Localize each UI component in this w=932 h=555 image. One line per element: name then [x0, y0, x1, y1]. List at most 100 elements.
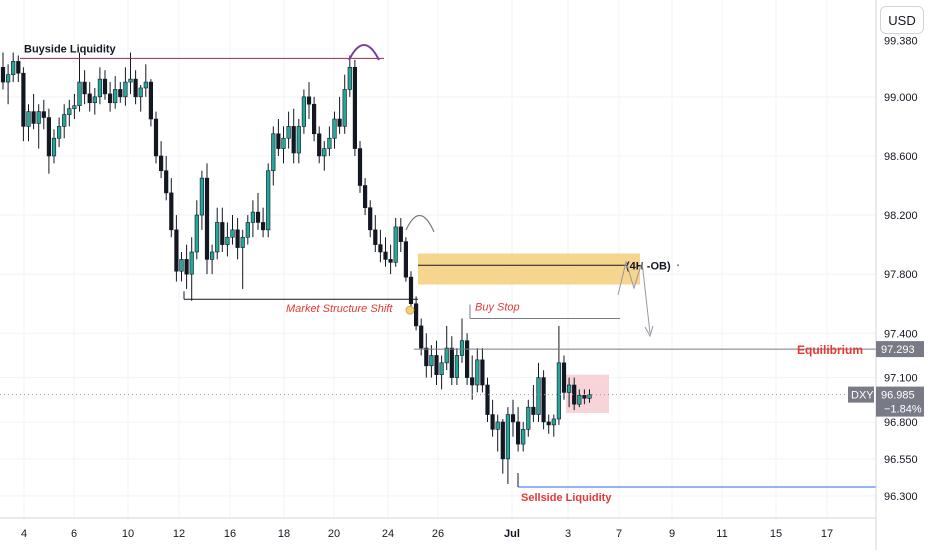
- candle-body[interactable]: [46, 117, 51, 157]
- candle-body[interactable]: [159, 155, 164, 172]
- candle-body[interactable]: [235, 229, 240, 248]
- candle-body[interactable]: [194, 214, 199, 253]
- candle-body[interactable]: [342, 89, 347, 127]
- candle-body[interactable]: [327, 137, 332, 149]
- candle-body[interactable]: [31, 111, 36, 124]
- candle-body[interactable]: [515, 421, 521, 445]
- candle-body[interactable]: [113, 89, 118, 104]
- candle-body[interactable]: [225, 236, 230, 245]
- candle-body[interactable]: [271, 133, 276, 172]
- candle-body[interactable]: [255, 211, 261, 223]
- candle-body[interactable]: [582, 395, 587, 399]
- candle-body[interactable]: [449, 347, 454, 378]
- candle-body[interactable]: [220, 222, 225, 245]
- candle-body[interactable]: [128, 78, 133, 83]
- candle-body[interactable]: [561, 362, 567, 393]
- candle-body[interactable]: [551, 418, 556, 426]
- candle-body[interactable]: [546, 421, 551, 426]
- candle-body[interactable]: [240, 236, 245, 248]
- candle-body[interactable]: [143, 81, 148, 89]
- candle-body[interactable]: [16, 61, 21, 74]
- candle-body[interactable]: [373, 229, 378, 245]
- candle-body[interactable]: [419, 325, 424, 349]
- candle-body[interactable]: [490, 414, 495, 430]
- candle-body[interactable]: [72, 105, 77, 109]
- candle-body[interactable]: [393, 226, 398, 263]
- candle-body[interactable]: [67, 108, 72, 115]
- candle-body[interactable]: [179, 259, 184, 272]
- candle-body[interactable]: [500, 421, 505, 460]
- candle-body[interactable]: [587, 394, 592, 399]
- candle-body[interactable]: [21, 72, 26, 127]
- candle-body[interactable]: [347, 66, 352, 90]
- candle-body[interactable]: [123, 81, 128, 98]
- candle-body[interactable]: [51, 137, 57, 157]
- candle-body[interactable]: [133, 78, 138, 98]
- candle-body[interactable]: [210, 251, 215, 260]
- candle-body[interactable]: [77, 81, 82, 107]
- candle-body[interactable]: [199, 177, 205, 216]
- candle-body[interactable]: [276, 133, 281, 149]
- candle-body[interactable]: [439, 362, 444, 375]
- candle-body[interactable]: [408, 276, 414, 305]
- candle-body[interactable]: [62, 114, 67, 127]
- candle-body[interactable]: [260, 222, 266, 231]
- candle-body[interactable]: [281, 137, 286, 149]
- candle-body[interactable]: [480, 359, 485, 386]
- candle-body[interactable]: [505, 414, 511, 460]
- candle-body[interactable]: [138, 87, 143, 98]
- candle-body[interactable]: [97, 78, 102, 98]
- candle-body[interactable]: [148, 81, 154, 120]
- candle-body[interactable]: [403, 241, 409, 278]
- candle-body[interactable]: [153, 118, 159, 157]
- candle-body[interactable]: [250, 211, 256, 223]
- candle-body[interactable]: [174, 229, 179, 272]
- order-block-zone[interactable]: [418, 253, 640, 285]
- candle-body[interactable]: [296, 126, 301, 154]
- candle-body[interactable]: [164, 170, 169, 194]
- candle-body[interactable]: [322, 148, 327, 157]
- candle-body[interactable]: [286, 126, 291, 139]
- candle-body[interactable]: [311, 103, 317, 135]
- candle-body[interactable]: [566, 384, 572, 393]
- candle-body[interactable]: [434, 355, 439, 375]
- candle-body[interactable]: [526, 406, 531, 430]
- candle-body[interactable]: [266, 170, 271, 231]
- candle-body[interactable]: [531, 406, 536, 415]
- candle-body[interactable]: [332, 118, 337, 139]
- candle-body[interactable]: [454, 355, 460, 378]
- candle-body[interactable]: [362, 185, 368, 208]
- candle-body[interactable]: [26, 111, 31, 127]
- candle-body[interactable]: [118, 89, 123, 98]
- candle-body[interactable]: [102, 78, 108, 95]
- candle-body[interactable]: [317, 133, 322, 157]
- candle-body[interactable]: [388, 259, 393, 263]
- candle-body[interactable]: [41, 111, 46, 118]
- candle-body[interactable]: [383, 251, 388, 260]
- candle-body[interactable]: [0, 66, 6, 83]
- candle-body[interactable]: [459, 340, 465, 356]
- candle-body[interactable]: [56, 126, 62, 139]
- candle-body[interactable]: [413, 303, 419, 327]
- candle-body[interactable]: [92, 96, 97, 104]
- candle-body[interactable]: [475, 359, 480, 386]
- candle-body[interactable]: [108, 93, 113, 104]
- candle-body[interactable]: [357, 148, 363, 186]
- candle-body[interactable]: [230, 229, 235, 238]
- candle-body[interactable]: [485, 384, 490, 415]
- candle-body[interactable]: [424, 347, 429, 367]
- candle-body[interactable]: [184, 259, 189, 275]
- candle-body[interactable]: [337, 118, 342, 127]
- candle-body[interactable]: [169, 192, 174, 231]
- candle-body[interactable]: [306, 96, 312, 105]
- candle-body[interactable]: [368, 207, 373, 231]
- candle-body[interactable]: [536, 377, 541, 415]
- candle-body[interactable]: [398, 226, 403, 242]
- candle-body[interactable]: [495, 421, 500, 430]
- candle-body[interactable]: [82, 81, 87, 95]
- candle-body[interactable]: [470, 377, 475, 386]
- candle-body[interactable]: [464, 340, 470, 378]
- candle-body[interactable]: [352, 66, 358, 149]
